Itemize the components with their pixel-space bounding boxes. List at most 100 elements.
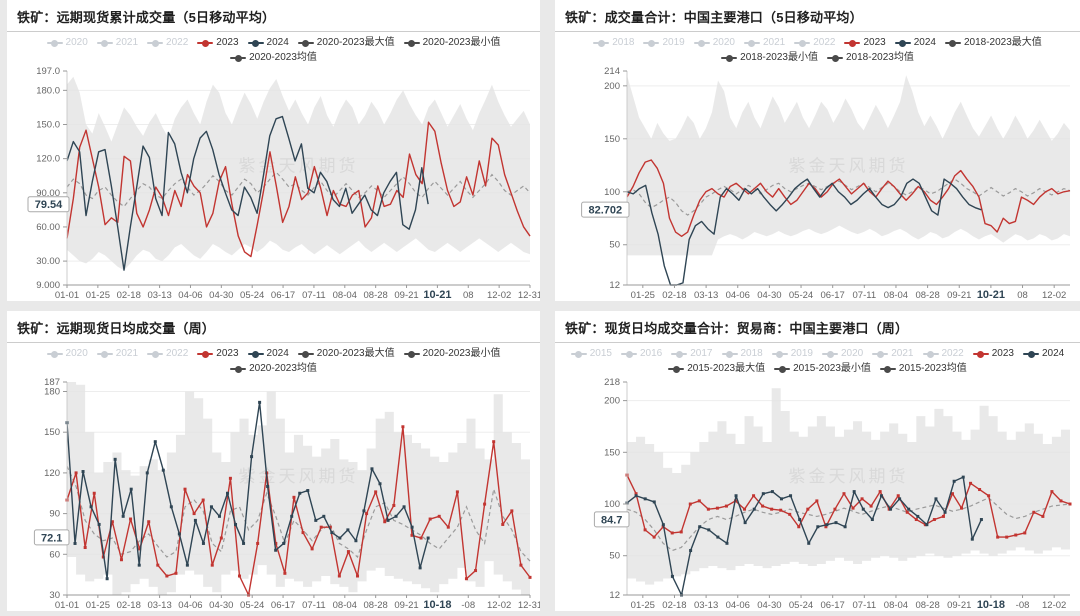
legend-label: 2018-2023均值 xyxy=(846,52,914,63)
legend-item-2020[interactable]: 2020 xyxy=(693,36,735,50)
legend-item-2015-2023最小值[interactable]: 2015-2023最小值 xyxy=(774,362,871,376)
legend-item-2021[interactable]: 2021 xyxy=(872,347,914,361)
legend-label: 2020-2023均值 xyxy=(249,52,317,63)
legend-item-2022[interactable]: 2022 xyxy=(922,347,964,361)
legend-item-2020-2023最大值[interactable]: 2020-2023最大值 xyxy=(297,36,395,50)
legend-item-2018[interactable]: 2018 xyxy=(721,347,763,361)
legend-item-2018[interactable]: 2018 xyxy=(593,36,634,50)
legend-item-2020[interactable]: 2020 xyxy=(46,36,88,50)
legend-item-2020-2023均值[interactable]: 2020-2023均值 xyxy=(230,362,317,376)
chart-plot-area[interactable]: 紫金天风期货 9.000 30.00 60.00 90.00 120.0 150.0 180.… xyxy=(7,65,540,301)
legend-item-2024[interactable]: 2024 xyxy=(247,347,289,361)
x-axis-tick-label: 08-04 xyxy=(884,290,908,301)
x-axis-tick-label: 04-06 xyxy=(726,600,750,611)
legend-line-dot-icon xyxy=(879,365,896,373)
legend-item-2019[interactable]: 2019 xyxy=(771,347,813,361)
x-axis-tick-label: 07-11 xyxy=(853,290,877,301)
legend-label: 2020-2023最小值 xyxy=(422,348,501,359)
x-axis-tick-label: -08 xyxy=(461,600,475,611)
legend-item-2023[interactable]: 2023 xyxy=(197,36,239,50)
chart-plot-area[interactable]: 紫金天风期货 30 60 90 120 150 180 187 01-01 01-25 02-18 0… xyxy=(7,376,540,611)
legend-line-dot-icon xyxy=(96,350,113,358)
legend-item-2021[interactable]: 2021 xyxy=(96,36,138,50)
legend-label: 2024 xyxy=(1042,348,1065,359)
legend-item-2021[interactable]: 2021 xyxy=(743,36,785,50)
y-axis-tick-label: 12 xyxy=(609,590,620,601)
series-2024 xyxy=(626,476,983,596)
x-axis-tick-label: 02-18 xyxy=(117,290,141,301)
legend-item-2015-2023均值[interactable]: 2015-2023均值 xyxy=(879,362,967,376)
legend-item-2020-2023最小值[interactable]: 2020-2023最小值 xyxy=(403,36,500,50)
x-axis-tick-label: 01-01 xyxy=(55,290,79,301)
legend-label: 2020-2023均值 xyxy=(249,363,317,374)
x-axis-tick-label: 04-30 xyxy=(757,290,781,301)
legend-line-dot-icon xyxy=(96,39,113,47)
legend-label: 2024 xyxy=(913,37,936,48)
legend-item-2023[interactable]: 2023 xyxy=(972,347,1014,361)
legend-item-2020-2023最小值[interactable]: 2020-2023最小值 xyxy=(403,347,501,361)
legend-item-2023[interactable]: 2023 xyxy=(197,347,239,361)
x-axis-tick-label: 08-28 xyxy=(915,290,939,301)
y-axis-tick-label: 214 xyxy=(604,66,620,77)
legend-item-2020-2023最大值[interactable]: 2020-2023最大值 xyxy=(297,347,395,361)
legend-item-2018-2023最大值[interactable]: 2018-2023最大值 xyxy=(944,36,1042,50)
legend-item-2024[interactable]: 2024 xyxy=(247,36,289,50)
legend-label: 2022 xyxy=(166,348,189,359)
series-2023 xyxy=(626,474,1071,538)
chart-title: 铁矿：成交量合计：中国主要港口（5日移动平均） xyxy=(555,0,1080,32)
y-axis-tick-label: 200 xyxy=(604,396,620,407)
legend-item-2023[interactable]: 2023 xyxy=(844,36,886,50)
legend-label: 2022 xyxy=(941,348,964,359)
legend-item-2018-2023均值[interactable]: 2018-2023均值 xyxy=(827,51,914,65)
y-axis-tick-label: 180.0 xyxy=(36,85,60,96)
svg-text:79.54: 79.54 xyxy=(35,199,63,211)
x-axis-tick-label: 12-02 xyxy=(1042,290,1066,301)
legend-item-2015-2023最大值[interactable]: 2015-2023最大值 xyxy=(668,362,765,376)
x-axis-tick-label: 09-21 xyxy=(394,600,418,611)
series-2023 xyxy=(66,121,531,258)
x-axis-tick-label: 12-02 xyxy=(487,290,511,301)
legend-label: 2018 xyxy=(612,37,635,48)
legend-item-2018-2023最小值[interactable]: 2018-2023最小值 xyxy=(721,51,818,65)
chart-panel-bottom-right: 铁矿：现货日均成交量合计：贸易商：中国主要港口（周） 2015 2016 2017 2… xyxy=(555,311,1080,611)
legend-line-dot-icon xyxy=(643,39,660,47)
current-value-badge: 82.702 xyxy=(581,201,630,218)
min-max-band xyxy=(67,382,530,595)
legend-item-2020[interactable]: 2020 xyxy=(46,347,88,361)
x-axis-tick-label: 09-21 xyxy=(947,600,971,611)
legend-item-2022[interactable]: 2022 xyxy=(147,36,188,50)
legend-label: 2018 xyxy=(740,348,763,359)
x-axis-tick-label: 06-17 xyxy=(271,600,295,611)
series-2024 xyxy=(66,401,429,580)
y-axis-tick-label: 150 xyxy=(604,134,620,145)
svg-text:82.702: 82.702 xyxy=(588,205,622,217)
chart-plot-area[interactable]: 紫金天风期货 12 50 100 150 200 218 01-25 02-18 03-13 04-… xyxy=(555,376,1080,611)
legend-item-2020-2023均值[interactable]: 2020-2023均值 xyxy=(230,51,317,65)
svg-text:84.7: 84.7 xyxy=(601,514,622,526)
chart-title: 铁矿：远期现货日均成交量（周） xyxy=(7,311,540,343)
watermark: 紫金天风期货 xyxy=(239,157,359,176)
x-axis-tick-label: 01-01 xyxy=(55,600,79,611)
legend-item-2024[interactable]: 2024 xyxy=(894,36,936,50)
min-max-band xyxy=(627,75,1070,256)
watermark: 紫金天风期货 xyxy=(789,157,909,176)
legend-label: 2015 xyxy=(589,348,612,359)
x-axis-tick-label: 03-13 xyxy=(694,290,718,301)
legend-item-2017[interactable]: 2017 xyxy=(671,347,713,361)
legend-line-dot-icon xyxy=(230,54,247,62)
legend-item-2020[interactable]: 2020 xyxy=(822,347,863,361)
legend-label: 2019 xyxy=(790,348,813,359)
y-axis-tick-label: 100 xyxy=(604,187,620,198)
x-axis-tick-label: 12-31 xyxy=(518,290,540,301)
legend-item-2022[interactable]: 2022 xyxy=(794,36,835,50)
chart-plot-area[interactable]: 紫金天风期货 12 50 100 150 200 214 01-25 02-18 03-13 04-… xyxy=(555,65,1080,301)
legend-item-2016[interactable]: 2016 xyxy=(621,347,662,361)
legend-item-2015[interactable]: 2015 xyxy=(570,347,612,361)
legend-item-2021[interactable]: 2021 xyxy=(96,347,138,361)
chart-legend: 2020 2021 2022 2023 2024 2020-2023最大值 2020-202… xyxy=(7,32,540,65)
legend-item-2024[interactable]: 2024 xyxy=(1023,347,1064,361)
y-axis-tick-label: 60.00 xyxy=(36,222,60,233)
legend-item-2019[interactable]: 2019 xyxy=(643,36,685,50)
legend-item-2022[interactable]: 2022 xyxy=(147,347,188,361)
chart-panel-top-left: 铁矿：远期现货累计成交量（5日移动平均） 2020 2021 2022 2023 202… xyxy=(7,0,540,301)
